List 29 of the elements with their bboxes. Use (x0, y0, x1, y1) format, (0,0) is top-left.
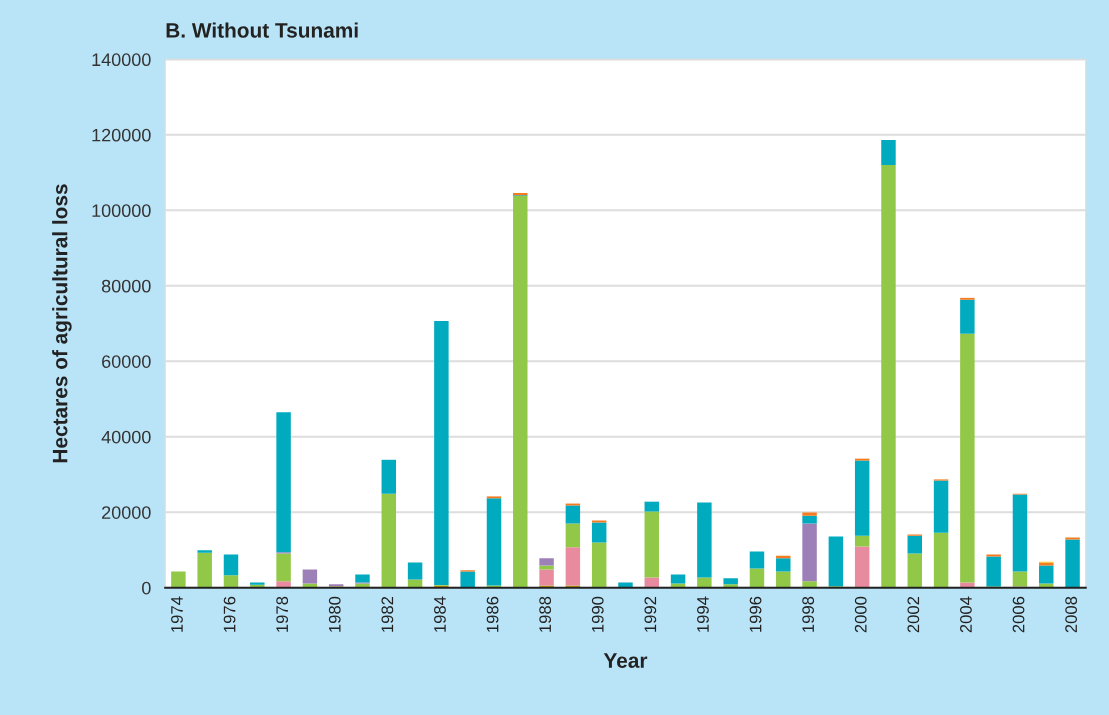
x-axis-title: Year (603, 653, 648, 668)
x-tick-label: 1978 (276, 596, 289, 632)
x-tick-label: 2008 (1065, 596, 1078, 633)
x-tick-label: 1988 (539, 596, 552, 632)
y-tick-label: 80000 (101, 279, 151, 293)
y-tick-label: 140000 (92, 53, 151, 67)
x-tick-label: 2000 (854, 596, 867, 633)
x-tick-label: 1996 (749, 596, 762, 632)
y-tick-label: 40000 (101, 430, 151, 444)
y-tick-label: 120000 (92, 128, 151, 142)
x-tick-label: 2004 (960, 596, 972, 633)
x-tick-label: 1986 (486, 596, 499, 632)
y-tick-label: 60000 (102, 355, 151, 368)
y-tick-label: 20000 (102, 506, 151, 519)
x-tick-label: 1990 (591, 596, 604, 632)
x-tick-label: 1994 (697, 596, 709, 632)
chart-title: B. Without Tsunami (166, 22, 358, 38)
x-tick-label: 1974 (171, 596, 183, 632)
y-axis-title: Hectares of agricultural loss (52, 184, 72, 463)
x-tick-label: 1984 (434, 596, 446, 632)
x-tick-label: 2006 (1012, 596, 1025, 633)
x-tick-label: 1980 (328, 596, 341, 632)
x-tick-label: 1982 (381, 596, 394, 632)
y-tick-label: 0 (142, 581, 151, 595)
x-tick-label: 2002 (907, 596, 920, 633)
x-tick-label: 1976 (223, 596, 236, 632)
y-tick-label: 100000 (92, 204, 151, 218)
x-tick-label: 1998 (802, 596, 815, 632)
x-tick-label: 1992 (644, 596, 657, 632)
